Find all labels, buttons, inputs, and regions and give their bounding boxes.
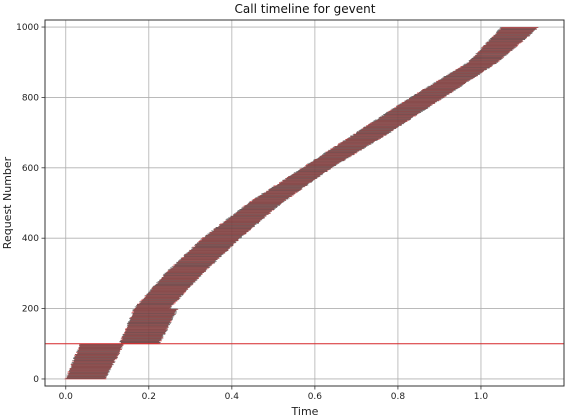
y-tick-label-1: 200: [22, 305, 39, 315]
y-tick-label-3: 600: [22, 164, 39, 174]
chart-title: Call timeline for gevent: [235, 2, 376, 16]
x-tick-label-5: 1.0: [474, 392, 489, 402]
y-tick-label-4: 800: [22, 93, 39, 103]
x-tick-label-1: 0.2: [142, 392, 156, 402]
x-axis-ticks: 0.0 0.2 0.4 0.6 0.8 1.0: [59, 386, 489, 402]
y-tick-label-2: 400: [22, 234, 39, 244]
y-axis-ticks: 0 200 400 600 800 1000: [16, 23, 45, 385]
x-axis-label: Time: [291, 405, 319, 418]
x-tick-label-0: 0.0: [59, 392, 74, 402]
x-tick-label-4: 0.8: [391, 392, 406, 402]
timeline-bars: [64, 27, 539, 380]
x-tick-label-2: 0.4: [225, 392, 240, 402]
x-tick-label-3: 0.6: [308, 392, 323, 402]
y-tick-label-5: 1000: [16, 23, 39, 33]
y-axis-label: Request Number: [1, 156, 14, 249]
y-tick-label-0: 0: [33, 375, 39, 385]
plot-frame: [44, 19, 565, 387]
